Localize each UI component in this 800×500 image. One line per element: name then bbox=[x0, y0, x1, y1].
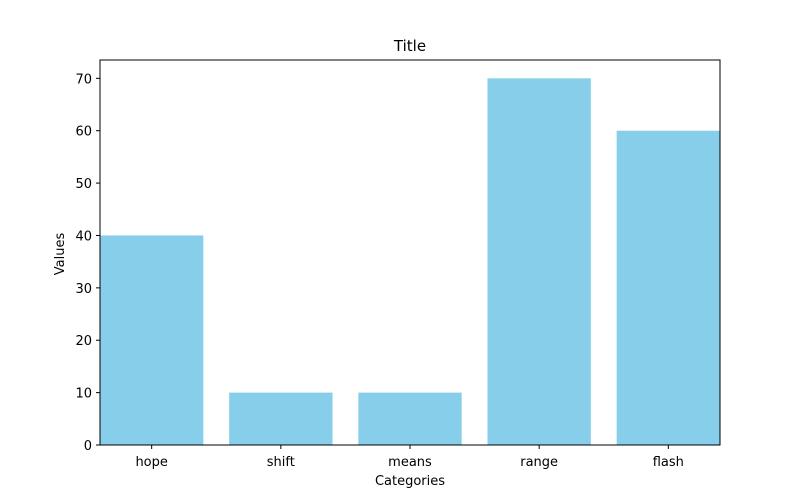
chart-title: Title bbox=[393, 37, 426, 55]
bar-flash bbox=[616, 130, 720, 445]
y-tick-label: 50 bbox=[75, 177, 92, 192]
plot-frame bbox=[99, 59, 721, 446]
x-tick-label: hope bbox=[135, 455, 167, 470]
y-tick-label: 70 bbox=[75, 72, 92, 87]
bar-hope bbox=[100, 235, 204, 445]
bar-means bbox=[358, 392, 462, 445]
y-tick-label: 40 bbox=[75, 229, 92, 244]
y-axis-ticks: 0 10 20 30 40 50 60 70 bbox=[75, 72, 100, 454]
x-tick-label: range bbox=[520, 455, 558, 470]
bar-range bbox=[487, 78, 591, 445]
x-tick-label: means bbox=[388, 455, 432, 470]
x-axis-label: Categories bbox=[375, 474, 445, 489]
bars-group bbox=[100, 78, 720, 445]
y-tick-label: 60 bbox=[75, 125, 92, 140]
x-tick-label: shift bbox=[267, 455, 295, 470]
x-tick-label: flash bbox=[653, 455, 684, 470]
bar-shift bbox=[229, 392, 333, 445]
x-axis-ticks: hope shift means range flash bbox=[135, 445, 684, 470]
y-axis-label: Values bbox=[53, 233, 68, 276]
y-tick-label: 30 bbox=[75, 282, 92, 297]
y-tick-label: 0 bbox=[84, 439, 92, 454]
y-tick-label: 20 bbox=[75, 334, 92, 349]
y-tick-label: 10 bbox=[75, 387, 92, 402]
